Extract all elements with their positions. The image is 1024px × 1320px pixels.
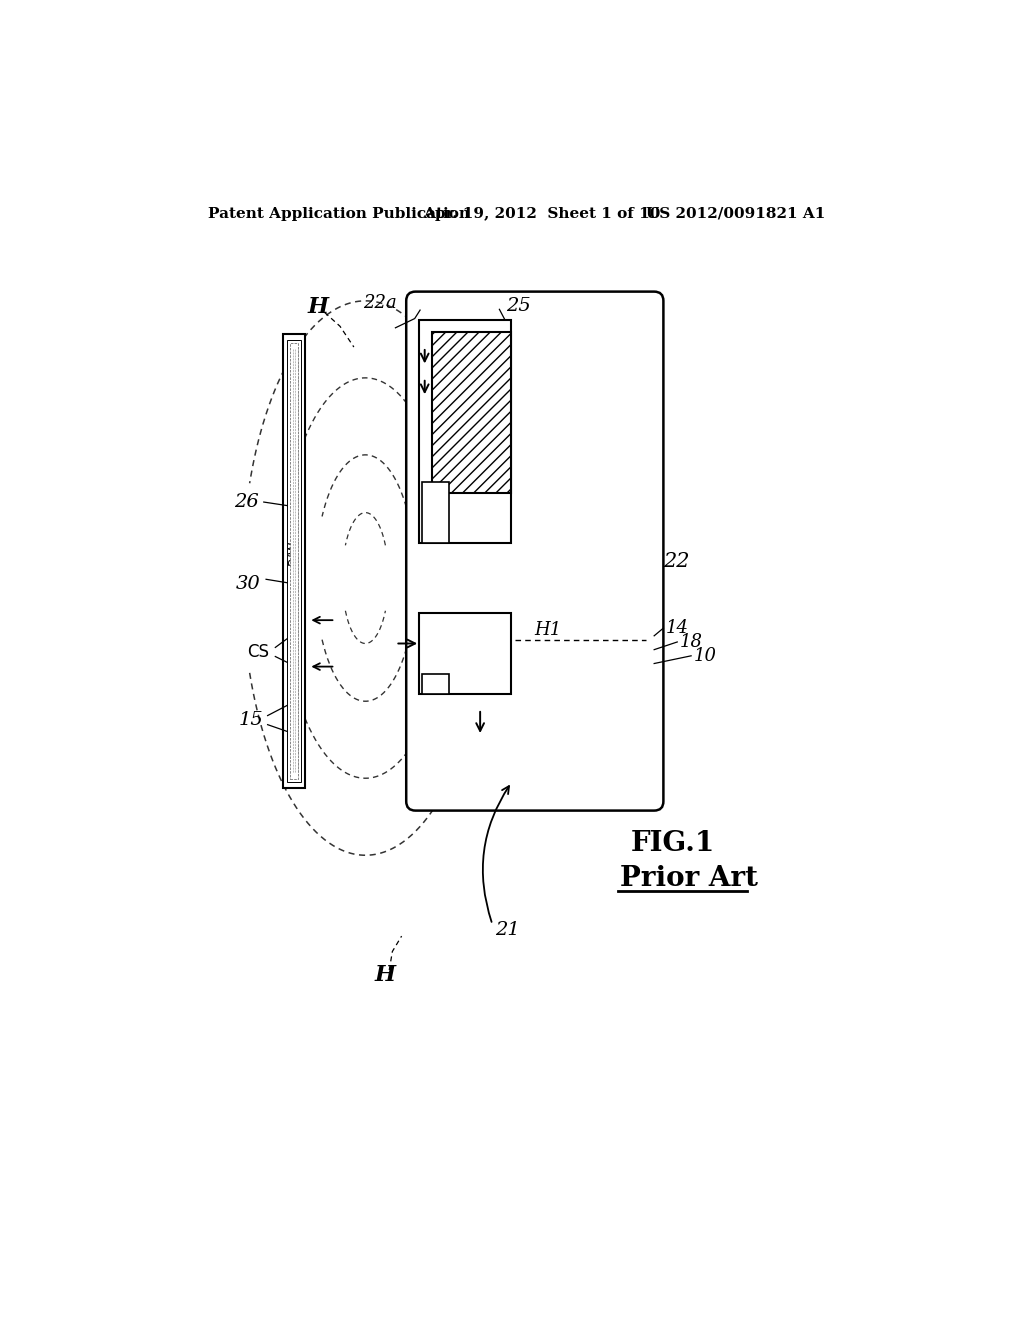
Bar bbox=[432, 331, 511, 494]
Text: US 2012/0091821 A1: US 2012/0091821 A1 bbox=[646, 207, 825, 220]
Text: H1: H1 bbox=[535, 622, 561, 639]
Bar bbox=[419, 321, 511, 544]
Text: 25: 25 bbox=[506, 297, 531, 315]
Bar bbox=[283, 334, 304, 788]
Text: R/W: R/W bbox=[286, 540, 299, 565]
Text: 30: 30 bbox=[236, 574, 261, 593]
Text: CS: CS bbox=[248, 643, 269, 661]
Text: FIG.1: FIG.1 bbox=[631, 830, 716, 857]
Bar bbox=[422, 482, 449, 544]
Text: 14: 14 bbox=[666, 619, 689, 638]
Bar bbox=[419, 612, 511, 693]
Text: 22a: 22a bbox=[364, 294, 397, 312]
FancyBboxPatch shape bbox=[407, 292, 664, 810]
Text: 26: 26 bbox=[233, 494, 258, 511]
Bar bbox=[422, 675, 449, 693]
Text: Apr. 19, 2012  Sheet 1 of 10: Apr. 19, 2012 Sheet 1 of 10 bbox=[423, 207, 660, 220]
Text: H: H bbox=[374, 964, 395, 986]
Text: 21: 21 bbox=[496, 921, 520, 939]
Bar bbox=[287, 341, 301, 781]
Text: 15: 15 bbox=[239, 711, 263, 729]
Text: 10: 10 bbox=[693, 647, 717, 665]
Text: 22: 22 bbox=[664, 552, 690, 570]
Bar bbox=[290, 343, 298, 779]
Text: Patent Application Publication: Patent Application Publication bbox=[208, 207, 470, 220]
Text: 18: 18 bbox=[680, 634, 702, 651]
Text: Prior Art: Prior Art bbox=[620, 865, 758, 892]
Text: H: H bbox=[308, 296, 329, 318]
